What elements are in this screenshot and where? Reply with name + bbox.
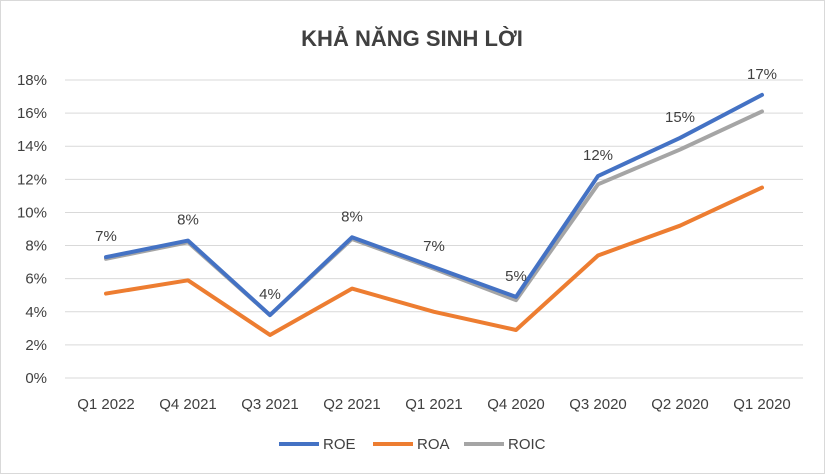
chart-title: KHẢ NĂNG SINH LỜI [301, 26, 523, 51]
legend-label-roe: ROE [323, 436, 356, 453]
data-label: 12% [583, 147, 613, 164]
series-line-roe [104, 92, 764, 318]
y-tick-label: 18% [17, 72, 47, 89]
y-tick-label: 0% [25, 370, 47, 387]
y-axis-ticks: 0% 2% 4% 6% 8% 10% 12% 14% 16% 18% [17, 72, 47, 387]
x-tick-label: Q2 2021 [323, 396, 381, 413]
data-label: 4% [259, 286, 281, 303]
legend-label-roa: ROA [417, 436, 450, 453]
legend: ROE ROA ROIC [279, 436, 546, 453]
x-tick-label: Q1 2021 [405, 396, 463, 413]
data-label: 17% [747, 66, 777, 83]
x-tick-label: Q4 2021 [159, 396, 217, 413]
x-tick-label: Q1 2020 [733, 396, 791, 413]
y-tick-label: 6% [25, 271, 47, 288]
data-label: 7% [423, 238, 445, 255]
x-tick-label: Q2 2020 [651, 396, 709, 413]
x-tick-label: Q3 2020 [569, 396, 627, 413]
y-tick-label: 12% [17, 171, 47, 188]
series-lines [104, 92, 764, 337]
y-tick-label: 4% [25, 304, 47, 321]
y-tick-label: 14% [17, 138, 47, 155]
x-tick-label: Q3 2021 [241, 396, 299, 413]
y-tick-label: 10% [17, 204, 47, 221]
data-label: 5% [505, 268, 527, 285]
y-tick-label: 8% [25, 238, 47, 255]
y-tick-label: 2% [25, 337, 47, 354]
series-line-roa [104, 185, 764, 337]
series-line-roic [104, 109, 764, 318]
data-label: 8% [341, 208, 363, 225]
data-label: 8% [177, 212, 199, 229]
y-tick-label: 16% [17, 105, 47, 122]
data-label: 15% [665, 109, 695, 126]
x-tick-label: Q4 2020 [487, 396, 545, 413]
data-labels: 7% 8% 4% 8% 7% 5% 12% 15% 17% [95, 66, 777, 303]
x-tick-label: Q1 2022 [77, 396, 135, 413]
x-axis-ticks: Q1 2022 Q4 2021 Q3 2021 Q2 2021 Q1 2021 Q4 20… [77, 396, 791, 413]
legend-label-roic: ROIC [508, 436, 546, 453]
data-label: 7% [95, 228, 117, 245]
